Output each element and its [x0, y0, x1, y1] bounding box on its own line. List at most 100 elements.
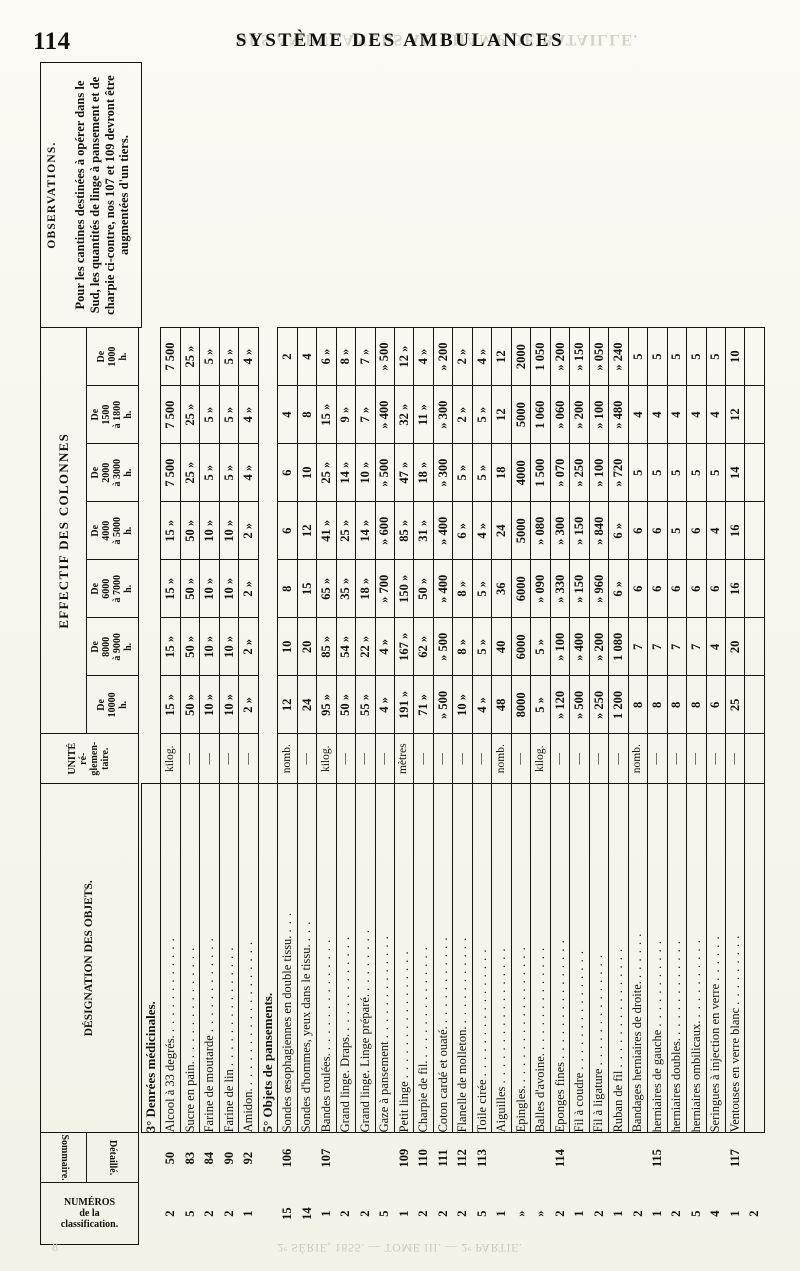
cell-designation: Petit linge . . . . . . . . . . . . . . … — [394, 783, 414, 1133]
cell-effectif-6: 6 » — [316, 327, 337, 386]
cell-effectif-1: 20 — [297, 617, 317, 676]
table-row[interactable]: 1 Aiguilles . . . . . . . . . . . . . . .… — [491, 63, 512, 1245]
cell-effectif-2: 15 — [297, 559, 317, 618]
cell-effectif-3: 6 — [628, 501, 648, 560]
cell-effectif-1: 6000 — [511, 617, 531, 676]
table-row[interactable]: 2 112 Flanelle de molleton. . . . . . . . … — [452, 63, 473, 1245]
table-row[interactable]: 2 90 Farine de lin . . . . . . . . . . . .… — [219, 63, 239, 1245]
cell-unite: kilog. — [160, 733, 181, 784]
table-row[interactable]: 5 Gaze à pansement . . . . . . . . . . . … — [375, 63, 395, 1245]
cell-detaille: 1 — [319, 1210, 333, 1217]
cell-effectif-6: 25 » — [180, 327, 200, 386]
effectif-col-header-1: De 8000 à 9000 h. — [86, 617, 138, 676]
table-row[interactable]: 1 109 Petit linge . . . . . . . . . . . . … — [394, 63, 414, 1245]
table-row[interactable]: 2 herniaires doubles. . . . . . . . . . .… — [667, 63, 687, 1245]
table-row[interactable]: 1 Ruban de fil . . . . . . . . . . . . . … — [608, 63, 629, 1245]
cell-sommaire: 106 — [280, 1148, 295, 1168]
cell-designation: Farine de moutarde . . . . . . . . . . .… — [199, 783, 220, 1133]
table-row[interactable]: 2 111 Coton cardé et ouaté. . . . . . . . … — [433, 63, 453, 1245]
table-row[interactable]: 1 Fil à coudre . . . . . . . . . . . . . … — [569, 63, 590, 1245]
cell-effectif-5: 9 » — [336, 385, 356, 444]
page-folio-number: 114 — [33, 28, 71, 55]
cell-effectif-4: 5 » — [472, 443, 492, 502]
cell-effectif-0: 55 » — [355, 675, 376, 734]
table-row[interactable]: 15 106 Sondes œsophagiennes en double tiss… — [277, 63, 298, 1245]
cell-designation — [744, 783, 765, 1133]
cell-effectif-0: 4 » — [472, 675, 492, 734]
table-row[interactable]: 5 83 Sucre en pain. . . . . . . . . . . . … — [180, 63, 200, 1245]
table-row[interactable]: 5 herniaires ombilicaux. . . . . . . . . … — [686, 63, 707, 1245]
cell-effectif-6: 1 050 — [530, 327, 551, 386]
table-row[interactable]: 5 113 Toile cirée . . . . . . . . . . . . … — [472, 63, 492, 1245]
cell-effectif-0: 50 » — [180, 675, 200, 734]
table-row[interactable]: » Balles d'avoine. . . . . . . . . . . . … — [530, 63, 551, 1245]
cell-effectif-5: 1 060 — [530, 385, 551, 444]
table-row[interactable]: 1 92 Amidon. . . . . . . . . . . . . . . .… — [238, 63, 259, 1245]
cell-detaille: 2 — [416, 1210, 431, 1217]
cell-detaille: 2 — [221, 1210, 236, 1217]
cell-effectif-6: 10 — [725, 327, 745, 386]
table-row[interactable]: » Epingles. . . . . . . . . . . . . . . .… — [511, 63, 531, 1245]
cell-effectif-5: 25 » — [180, 385, 200, 444]
table-row[interactable]: 4 Seringues à injection en verre . . . . … — [706, 63, 726, 1245]
cell-effectif-1: 10 » — [199, 617, 220, 676]
table-row[interactable]: 2 50 Alcool à 33 degrés. . . . . . . . . .… — [160, 63, 181, 1245]
cell-designation: herniaires ombilicaux. . . . . . . . . .… — [686, 783, 707, 1133]
cell-effectif-0: 10 » — [452, 675, 473, 734]
cell-effectif-0: 12 — [277, 675, 298, 734]
cell-designation: Balles d'avoine. . . . . . . . . . . . .… — [530, 783, 551, 1133]
cell-designation: Ventouses en verre blanc . . . . . . . .… — [725, 783, 745, 1133]
cell-effectif-4: 5 » — [452, 443, 473, 502]
table-row[interactable]: 1 107 Bandes roulées. . . . . . . . . . . … — [316, 63, 337, 1245]
cell-unite: — — [238, 733, 259, 784]
cell-sommaire — [589, 1133, 608, 1183]
cell-effectif-4: » 720 — [608, 443, 629, 502]
cell-effectif-2: 18 » — [355, 559, 376, 618]
cell-unite: — — [550, 733, 570, 784]
cell-effectif-3: 6 — [647, 501, 668, 560]
cell-effectif-5: » 300 — [433, 385, 453, 444]
cell-effectif-2: » 700 — [375, 559, 395, 618]
cell-effectif-5: 4 — [647, 385, 668, 444]
table-row[interactable]: 1 115 herniaires de gauche . . . . . . . .… — [647, 63, 668, 1245]
table-row[interactable]: 2 Fil à ligature . . . . . . . . . . . . … — [589, 63, 609, 1245]
cell-effectif-4: 7 500 — [160, 443, 181, 502]
table-row[interactable]: 2 — [744, 63, 765, 1245]
cell-effectif-2: » 090 — [530, 559, 551, 618]
cell-effectif-4: 10 — [297, 443, 317, 502]
cell-sommaire: 50 — [163, 1151, 178, 1165]
table-row[interactable]: 2 110 Charpie de fil. . . . . . . . . . . … — [413, 63, 434, 1245]
cell-effectif-3: » 600 — [375, 501, 395, 560]
table-row[interactable]: 2 Bandages herniaires de droite. . . . . … — [628, 63, 648, 1245]
cell-sommaire: 117 — [727, 1149, 742, 1168]
cell-effectif-6: 5 — [686, 327, 707, 386]
cell-effectif-6: 5 — [667, 327, 687, 386]
cell-effectif-6: 7 » — [355, 327, 376, 386]
table-row[interactable]: 2 84 Farine de moutarde . . . . . . . . . … — [199, 63, 220, 1245]
cell-unite: kilog. — [530, 733, 551, 784]
cell-unite: — — [297, 733, 317, 784]
cell-effectif-0: 6 — [706, 675, 726, 734]
rotated-table-canvas: NUMÉROS de la classification. Sommaire. DÉSI… — [40, 62, 765, 1245]
cell-detaille: 1 — [611, 1210, 626, 1217]
cell-effectif-5: 5 » — [219, 385, 239, 444]
cell-detaille: 2 — [435, 1210, 450, 1217]
cell-unite: — — [569, 733, 590, 784]
table-row[interactable]: 1 117 Ventouses en verre blanc . . . . . .… — [725, 63, 745, 1245]
cell-effectif-4: 14 » — [336, 443, 356, 502]
cell-effectif-4: 5 — [686, 443, 707, 502]
numeros-header: NUMÉROS de la classification. — [40, 1182, 138, 1245]
cell-unite — [744, 733, 765, 784]
table-row[interactable]: 2 114 Eponges fines . . . . . . . . . . . … — [550, 63, 570, 1245]
cell-effectif-0: 191 » — [394, 675, 414, 734]
cell-unite: — — [452, 733, 473, 784]
cell-designation: Sondes œsophagiennes en double tissu. . … — [277, 783, 298, 1133]
cell-designation: Alcool à 33 degrés. . . . . . . . . . . … — [160, 783, 181, 1133]
cell-effectif-6: » 240 — [608, 327, 629, 386]
cell-effectif-3: 6 — [686, 501, 707, 560]
cell-effectif-3: 31 » — [413, 501, 434, 560]
table-row[interactable]: 14 Sondes d'hommes, yeux dans le tissu. .… — [297, 63, 317, 1245]
table-row[interactable]: 2 Grand linge. Draps. . . . . . . . . . .… — [336, 63, 356, 1245]
cell-unite: — — [686, 733, 707, 784]
table-row[interactable]: 2 Grand linge. Linge préparé. . . . . . .… — [355, 63, 376, 1245]
